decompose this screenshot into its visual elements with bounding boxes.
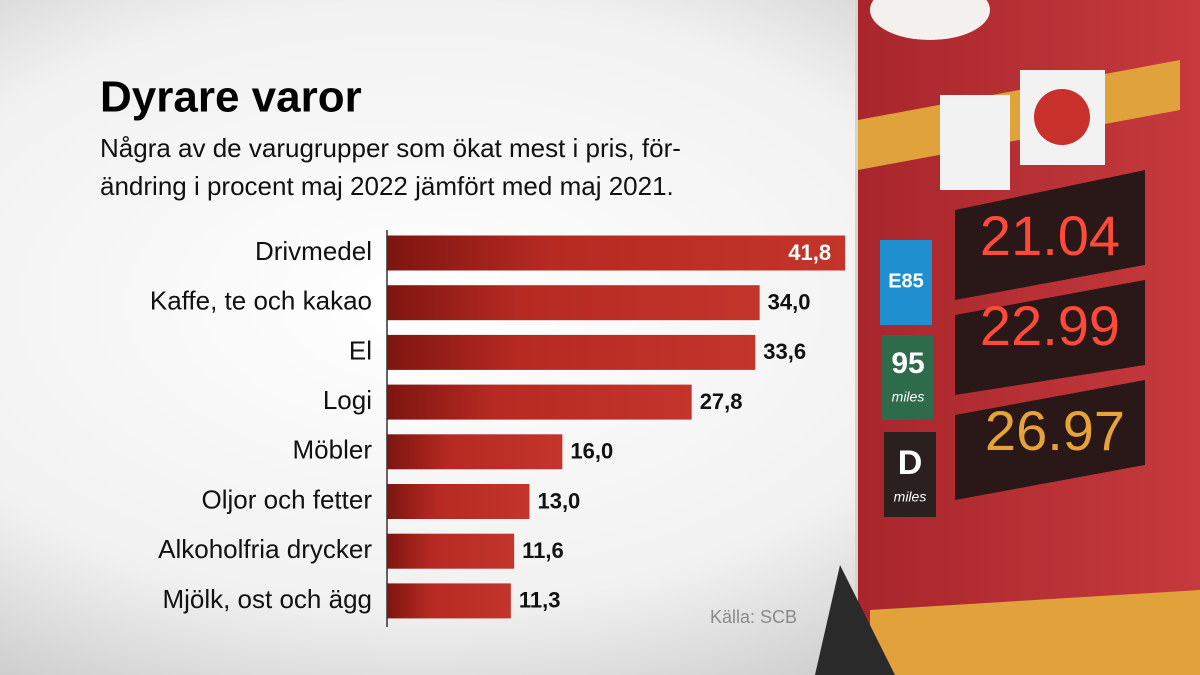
- value-label: 13,0: [537, 488, 580, 513]
- source: Källa: SCB: [710, 607, 797, 627]
- category-label: Oljor och fetter: [201, 484, 372, 514]
- sign-text: E85: [888, 270, 924, 292]
- sign-e85: [880, 240, 932, 325]
- icon-wash: [940, 95, 1010, 190]
- category-label: Kaffe, te och kakao: [150, 286, 372, 316]
- bar: [387, 484, 530, 519]
- price-digits: 22.99: [980, 294, 1120, 357]
- chart-subtitle: Några av de varugrupper som ökat mest i …: [100, 133, 681, 163]
- category-label: Drivmedel: [255, 236, 372, 266]
- chart-title: Dyrare varor: [100, 73, 362, 122]
- category-label: Mjölk, ost och ägg: [162, 584, 372, 614]
- sign-text: miles: [892, 389, 925, 405]
- price-panel: [955, 170, 1145, 300]
- bar: [387, 235, 846, 271]
- price-digits: 26.97: [985, 399, 1125, 462]
- value-label: 33,6: [763, 339, 806, 364]
- chart-subtitle: ändring i procent maj 2022 jämfört med m…: [100, 171, 674, 201]
- value-label: 16,0: [570, 439, 613, 464]
- bar: [387, 334, 756, 370]
- road-sign: [815, 565, 895, 675]
- value-label: 34,0: [768, 290, 811, 315]
- bar: [387, 533, 515, 569]
- value-label: 27,8: [700, 389, 743, 414]
- price-panel: [955, 280, 1145, 395]
- value-label: 11,3: [519, 588, 561, 613]
- icon-charge-dot: [1034, 89, 1090, 145]
- photo: E85 95 miles D miles 21.04 22.99 26.97: [815, 0, 1200, 675]
- category-label: El: [349, 335, 372, 365]
- value-label: 41,8: [788, 240, 831, 265]
- sign-text: D: [898, 444, 923, 482]
- bar: [387, 583, 511, 619]
- logo: [870, 0, 990, 40]
- sign-d: [884, 432, 936, 517]
- bar: [387, 285, 760, 321]
- value-label: 11,6: [522, 538, 564, 563]
- bar: [387, 384, 692, 420]
- bottom-banner: [870, 590, 1200, 675]
- bar: [387, 434, 563, 470]
- category-label: Logi: [323, 385, 372, 415]
- price-digits: 21.04: [980, 204, 1120, 267]
- category-label: Alkoholfria drycker: [158, 534, 372, 564]
- sign-95: [882, 335, 934, 420]
- category-label: Möbler: [293, 435, 373, 465]
- price-panel: [955, 380, 1145, 500]
- sign-text: miles: [894, 489, 927, 505]
- sign-text: 95: [891, 347, 924, 380]
